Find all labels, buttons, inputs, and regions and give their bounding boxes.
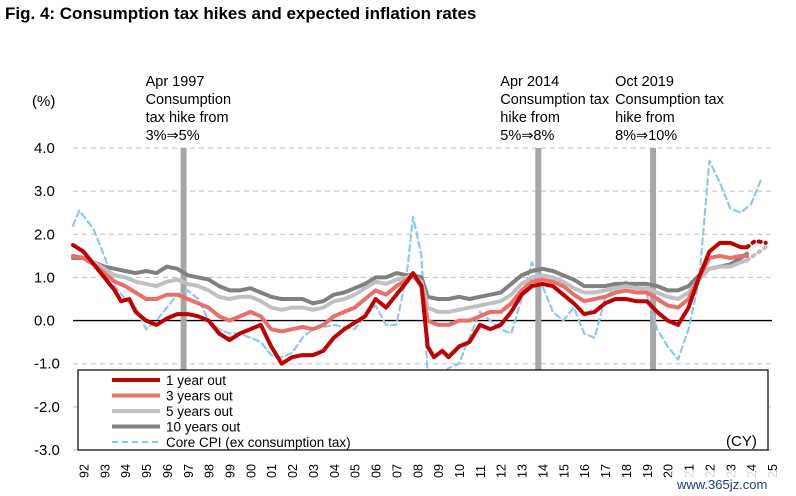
series-lines bbox=[71, 159, 768, 421]
event-label-line: 8%⇒10% bbox=[615, 128, 677, 144]
chart-title: Fig. 4: Consumption tax hikes and expect… bbox=[5, 4, 476, 23]
watermark: www.365jz.com bbox=[672, 472, 794, 494]
event-label-line: tax hike from bbox=[146, 110, 229, 126]
x-tick-label: 95 bbox=[140, 464, 154, 478]
x-tick-label: 07 bbox=[390, 464, 404, 478]
x-tick-label: 93 bbox=[98, 464, 112, 478]
y-axis-unit: (%) bbox=[32, 93, 55, 110]
legend-box bbox=[77, 369, 769, 451]
legend-label: 1 year out bbox=[166, 373, 226, 388]
x-tick-label: 04 bbox=[328, 464, 342, 478]
x-tick-label: 13 bbox=[516, 464, 530, 478]
y-tick-label: 4.0 bbox=[34, 140, 55, 157]
x-tick-label: 10 bbox=[453, 464, 467, 478]
x-tick-label: 01 bbox=[265, 464, 279, 478]
event-label-line: Consumption tax bbox=[500, 92, 610, 108]
y-tick-label: 3.0 bbox=[34, 183, 55, 200]
watermark-text: www.365jz.com bbox=[676, 477, 767, 492]
y-tick-label: 2.0 bbox=[34, 226, 55, 243]
x-axis-ticks: 92 93 94 95 96 97 98 99 00 01 02 03 04 05 06 07 08 09 10 11… bbox=[77, 464, 780, 478]
x-tick-label: 06 bbox=[370, 464, 384, 478]
series-line bbox=[71, 159, 763, 421]
y-tick-label: -3.0 bbox=[34, 442, 60, 459]
x-tick-label: 02 bbox=[286, 464, 300, 478]
x-axis-unit: (CY) bbox=[726, 433, 757, 450]
x-tick-label: 11 bbox=[474, 465, 488, 478]
x-tick-label: 08 bbox=[411, 464, 425, 478]
event-label-line: hike from bbox=[500, 110, 560, 126]
legend-label: 3 years out bbox=[166, 389, 233, 404]
event-label-line: 3%⇒5% bbox=[146, 128, 200, 144]
series-forecast bbox=[745, 238, 768, 250]
event-label-line: Apr 1997 bbox=[146, 74, 205, 90]
y-tick-label: -1.0 bbox=[34, 356, 60, 373]
x-tick-label: 19 bbox=[641, 464, 655, 478]
y-tick-label: 0.0 bbox=[34, 313, 55, 330]
x-tick-label: 97 bbox=[182, 464, 196, 478]
x-tick-label: 94 bbox=[119, 464, 133, 478]
x-tick-label: 12 bbox=[495, 464, 509, 478]
event-label-line: hike from bbox=[615, 110, 675, 126]
x-tick-label: 09 bbox=[432, 464, 446, 478]
x-tick-label: 16 bbox=[578, 464, 592, 478]
event-label-line: Consumption tax bbox=[615, 92, 725, 108]
event-label-line: Oct 2019 bbox=[615, 74, 674, 90]
x-tick-label: 98 bbox=[203, 464, 217, 478]
y-tick-label: -2.0 bbox=[34, 399, 60, 416]
y-tick-label: 1.0 bbox=[34, 269, 55, 286]
x-tick-label: 96 bbox=[161, 464, 175, 478]
event-bar bbox=[535, 148, 542, 450]
x-tick-label: 05 bbox=[349, 464, 363, 478]
y-axis-ticks: 4.0 3.0 2.0 1.0 0.0 -1.0 -2.0 -3.0 bbox=[34, 140, 60, 459]
x-tick-label: 18 bbox=[620, 464, 634, 478]
x-tick-label: 17 bbox=[599, 464, 613, 478]
event-label-line: 5%⇒8% bbox=[500, 128, 554, 144]
x-tick-label: 14 bbox=[536, 464, 550, 478]
series-line bbox=[71, 240, 749, 366]
series-forecast bbox=[745, 245, 768, 263]
x-tick-label: 03 bbox=[307, 464, 321, 478]
x-tick-label: 00 bbox=[244, 464, 258, 478]
event-label-line: Apr 2014 bbox=[500, 74, 559, 90]
x-tick-label: 92 bbox=[77, 464, 91, 478]
legend-label: 10 years out bbox=[166, 420, 241, 435]
event-bar bbox=[650, 148, 657, 450]
legend-label: Core CPI (ex consumption tax) bbox=[166, 435, 351, 450]
event-annotations: Apr 1997 Consumption tax hike from 3%⇒5% Apr… bbox=[146, 74, 725, 144]
x-tick-label: 15 bbox=[557, 464, 571, 478]
event-label-line: Consumption bbox=[146, 92, 231, 108]
legend-label: 5 years out bbox=[166, 404, 233, 419]
x-tick-label: 99 bbox=[223, 464, 237, 478]
